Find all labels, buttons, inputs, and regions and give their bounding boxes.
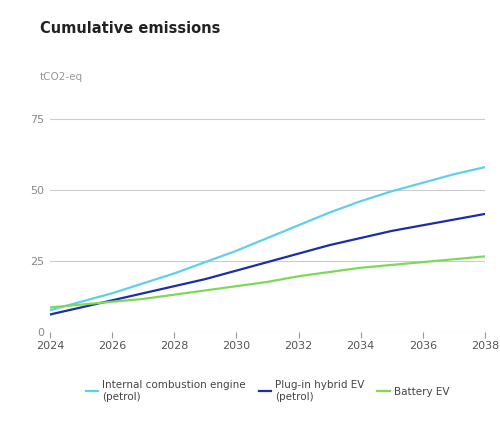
Battery EV xyxy=(389,262,395,267)
Plug-in hybrid EV
(petrol) xyxy=(358,235,364,241)
Internal combustion engine
(petrol) xyxy=(172,271,177,276)
Plug-in hybrid EV
(petrol) xyxy=(296,251,302,256)
Plug-in hybrid EV
(petrol) xyxy=(264,260,270,265)
Plug-in hybrid EV
(petrol) xyxy=(420,223,426,228)
Plug-in hybrid EV
(petrol) xyxy=(78,305,84,310)
Internal combustion engine
(petrol) xyxy=(140,281,146,286)
Battery EV xyxy=(109,299,115,304)
Internal combustion engine
(petrol) xyxy=(78,299,84,304)
Plug-in hybrid EV
(petrol) xyxy=(234,268,239,273)
Battery EV xyxy=(47,305,53,310)
Internal combustion engine
(petrol) xyxy=(296,223,302,228)
Internal combustion engine
(petrol) xyxy=(264,235,270,241)
Line: Internal combustion engine
(petrol): Internal combustion engine (petrol) xyxy=(50,167,485,310)
Plug-in hybrid EV
(petrol) xyxy=(47,312,53,317)
Plug-in hybrid EV
(petrol) xyxy=(451,217,457,222)
Text: Cumulative emissions: Cumulative emissions xyxy=(40,21,220,36)
Plug-in hybrid EV
(petrol) xyxy=(389,228,395,233)
Internal combustion engine
(petrol) xyxy=(326,210,332,215)
Plug-in hybrid EV
(petrol) xyxy=(326,243,332,248)
Internal combustion engine
(petrol) xyxy=(202,260,208,265)
Battery EV xyxy=(234,283,239,289)
Battery EV xyxy=(264,279,270,284)
Plug-in hybrid EV
(petrol) xyxy=(140,291,146,296)
Battery EV xyxy=(140,296,146,301)
Battery EV xyxy=(202,288,208,293)
Internal combustion engine
(petrol) xyxy=(451,172,457,177)
Plug-in hybrid EV
(petrol) xyxy=(172,283,177,289)
Battery EV xyxy=(451,257,457,262)
Battery EV xyxy=(420,260,426,265)
Internal combustion engine
(petrol) xyxy=(482,164,488,170)
Internal combustion engine
(petrol) xyxy=(109,291,115,296)
Plug-in hybrid EV
(petrol) xyxy=(109,298,115,303)
Battery EV xyxy=(296,274,302,279)
Battery EV xyxy=(78,302,84,307)
Plug-in hybrid EV
(petrol) xyxy=(202,277,208,282)
Internal combustion engine
(petrol) xyxy=(389,189,395,194)
Plug-in hybrid EV
(petrol) xyxy=(482,211,488,216)
Line: Battery EV: Battery EV xyxy=(50,256,485,307)
Text: tCO2-eq: tCO2-eq xyxy=(40,72,83,82)
Internal combustion engine
(petrol) xyxy=(47,308,53,313)
Internal combustion engine
(petrol) xyxy=(234,248,239,253)
Internal combustion engine
(petrol) xyxy=(420,180,426,185)
Internal combustion engine
(petrol) xyxy=(358,198,364,204)
Battery EV xyxy=(172,292,177,297)
Line: Plug-in hybrid EV
(petrol): Plug-in hybrid EV (petrol) xyxy=(50,214,485,314)
Battery EV xyxy=(358,265,364,270)
Battery EV xyxy=(482,254,488,259)
Legend: Internal combustion engine
(petrol), Plug-in hybrid EV
(petrol), Battery EV: Internal combustion engine (petrol), Plu… xyxy=(82,376,454,406)
Battery EV xyxy=(326,269,332,275)
